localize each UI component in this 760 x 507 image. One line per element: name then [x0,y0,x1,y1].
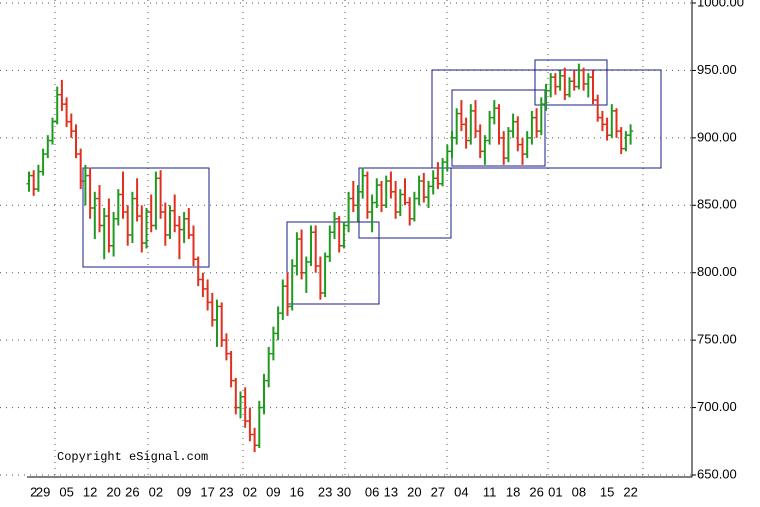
y-tick-label: 850.00 [697,197,737,212]
x-tick-label: 09 [177,484,191,499]
y-tick-label: 1000.00 [697,0,744,9]
x-tick-label: 26 [529,484,543,499]
x-tick-label: 29 [36,484,50,499]
y-tick-label: 650.00 [697,466,737,481]
range-box [286,221,380,305]
x-tick-label: 05 [59,484,73,499]
x-tick-label: 17 [200,484,214,499]
x-tick-label: 22 [623,484,637,499]
x-tick-label: 26 [125,484,139,499]
x-tick-label: 08 [572,484,586,499]
x-tick-label: 30 [337,484,351,499]
range-box [82,167,210,268]
x-tick-label: 18 [506,484,520,499]
x-tick-label: 23 [318,484,332,499]
x-tick-label: 20 [407,484,421,499]
range-box [534,59,608,106]
y-tick-label: 700.00 [697,399,737,414]
x-tick-label: 20 [106,484,120,499]
x-tick-label: 06 [365,484,379,499]
y-tick-label: 950.00 [697,62,737,77]
x-tick-label: 11 [483,484,497,499]
y-tick-label: 900.00 [697,129,737,144]
x-tick-label: 16 [290,484,304,499]
x-tick-label: 15 [600,484,614,499]
x-tick-label: 02 [243,484,257,499]
y-tick-label: 750.00 [697,332,737,347]
range-box [451,89,546,167]
x-tick-label: 09 [266,484,280,499]
y-tick-label: 800.00 [697,264,737,279]
x-tick-label: 12 [83,484,97,499]
range-box [431,69,662,169]
x-tick-label: 23 [219,484,233,499]
x-tick-label: 27 [431,484,445,499]
copyright: Copyright eSignal.com [57,450,208,464]
x-tick-label: 01 [548,484,562,499]
x-tick-label: 13 [384,484,398,499]
x-tick-label: 04 [454,484,468,499]
boxes [82,59,662,305]
x-tick-label: 2 [30,484,37,499]
x-tick-label: 02 [149,484,163,499]
